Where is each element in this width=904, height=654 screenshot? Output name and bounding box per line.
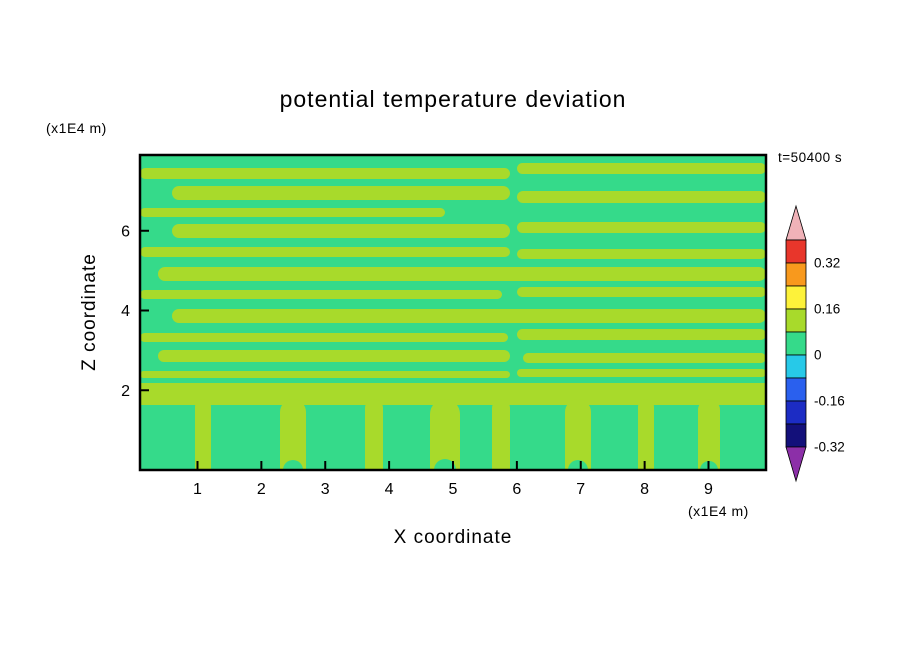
x-tick-label: 8 [640, 481, 649, 498]
z-tick-label: 4 [121, 303, 130, 320]
convective-plume [638, 399, 654, 470]
colorbar-band [785, 285, 807, 310]
colorbar: 0.32 0.16 0 -0.16 -0.32 [785, 204, 845, 483]
contour-stripe [523, 353, 766, 363]
colorbar-tick-label: -0.32 [814, 440, 845, 455]
z-axis-unit-label: (x1E4 m) [46, 120, 107, 136]
contour-stripe [140, 168, 510, 179]
contour-stripe [517, 369, 766, 377]
colorbar-arrow-bottom [785, 446, 807, 483]
x-axis-unit-label: (x1E4 m) [688, 503, 749, 519]
contour-stripe [172, 186, 510, 200]
contour-stripe [517, 329, 766, 340]
x-tick-label: 2 [257, 481, 266, 498]
convective-plume [365, 399, 383, 470]
surface-bump [283, 460, 303, 470]
x-tick-label: 7 [576, 481, 585, 498]
colorbar-tick-label: -0.16 [814, 394, 845, 409]
surface-bump [434, 459, 456, 470]
z-tick-label: 6 [121, 223, 130, 240]
plot-area: 1 2 3 4 5 6 7 8 9 2 4 6 [121, 153, 768, 498]
colorbar-band [785, 377, 807, 402]
contour-stripe [517, 222, 766, 233]
x-tick-label: 1 [193, 481, 202, 498]
contour-plot-canvas: 1 2 3 4 5 6 7 8 9 2 4 6 [121, 153, 768, 498]
convective-plume [698, 399, 720, 470]
x-axis-label: X coordinate [393, 527, 513, 548]
colorbar-band [785, 354, 807, 379]
colorbar-tick-label: 0.16 [814, 302, 840, 317]
contour-stripe [517, 163, 766, 174]
contour-stripe [140, 371, 510, 378]
contour-stripe [172, 309, 766, 323]
x-tick-label: 3 [321, 481, 330, 498]
contour-stripe [140, 208, 445, 217]
plot-title: potential temperature deviation [279, 86, 627, 112]
contour-field [140, 155, 766, 470]
x-tick-label: 6 [512, 481, 521, 498]
contour-stripe [517, 287, 766, 297]
convective-plume [280, 399, 306, 470]
z-axis-label: Z coordinate [79, 253, 100, 371]
convective-plume [195, 399, 211, 470]
x-tick-label: 5 [449, 481, 458, 498]
convective-plume [565, 399, 591, 470]
colorbar-tick-label: 0 [814, 348, 822, 363]
contour-stripe [140, 247, 510, 257]
contour-stripe [517, 191, 766, 203]
contour-stripe [158, 350, 510, 362]
time-stamp-label: t=50400 s [778, 150, 843, 165]
convective-plume [492, 399, 510, 470]
colorbar-band [785, 423, 807, 448]
x-tick-label: 4 [385, 481, 394, 498]
contour-stripe [158, 267, 766, 281]
colorbar-tick-label: 0.32 [814, 256, 840, 271]
z-tick-label: 2 [121, 383, 130, 400]
contour-stripe [517, 249, 766, 259]
colorbar-band [785, 239, 807, 264]
colorbar-arrow-top [785, 204, 807, 241]
contour-stripe [140, 290, 502, 299]
colorbar-band [785, 400, 807, 425]
convective-plume [430, 399, 460, 470]
colorbar-band [785, 262, 807, 287]
contour-stripe [140, 333, 508, 342]
contour-stripe [172, 224, 510, 238]
x-tick-label: 9 [704, 481, 713, 498]
colorbar-band [785, 308, 807, 333]
surface-bump [568, 460, 588, 470]
colorbar-band [785, 331, 807, 356]
